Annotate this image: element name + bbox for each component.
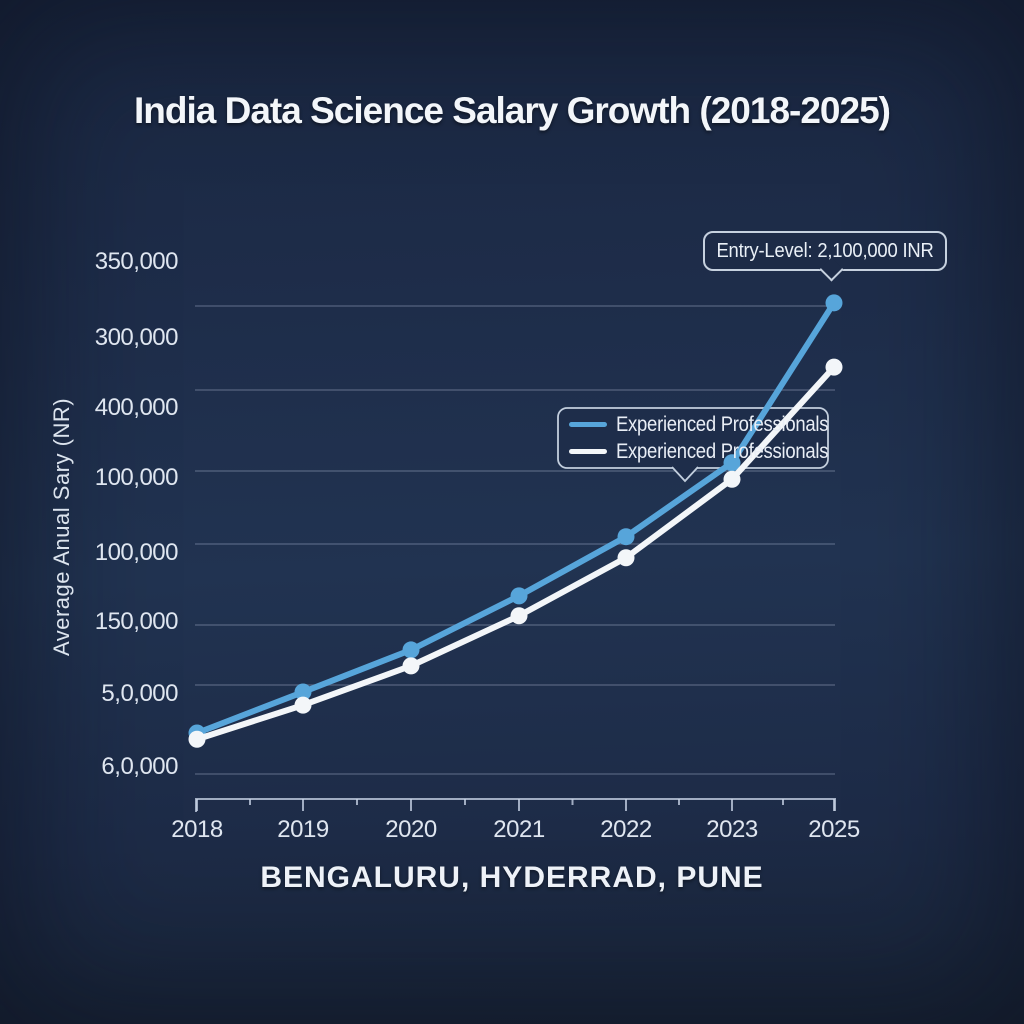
annotation-callout: Entry-Level: 2,100,000 INR bbox=[703, 231, 947, 282]
legend-tail-border bbox=[671, 466, 699, 483]
data-point bbox=[294, 683, 312, 701]
data-point bbox=[617, 528, 635, 546]
data-point bbox=[402, 657, 420, 675]
series-line bbox=[194, 299, 837, 736]
data-point bbox=[188, 730, 206, 748]
legend-tail-pointer bbox=[672, 466, 698, 480]
data-point bbox=[402, 641, 420, 659]
chart-title: India Data Science Salary Growth (2018-2… bbox=[134, 90, 891, 131]
annotation-text: Entry-Level: 2,100,000 INR bbox=[716, 239, 934, 262]
data-point bbox=[825, 294, 843, 312]
data-point bbox=[294, 696, 312, 714]
x-axis-line bbox=[195, 798, 836, 812]
data-point bbox=[825, 358, 843, 376]
y-axis-title: Average Anual Sary (NR) bbox=[49, 397, 74, 657]
data-point bbox=[510, 607, 528, 625]
data-point bbox=[723, 470, 741, 488]
data-point bbox=[617, 549, 635, 567]
data-point bbox=[723, 454, 741, 472]
data-point bbox=[510, 587, 528, 605]
chart-subtitle: BENGALURU, HYDERRAD, PUNE bbox=[260, 861, 764, 894]
